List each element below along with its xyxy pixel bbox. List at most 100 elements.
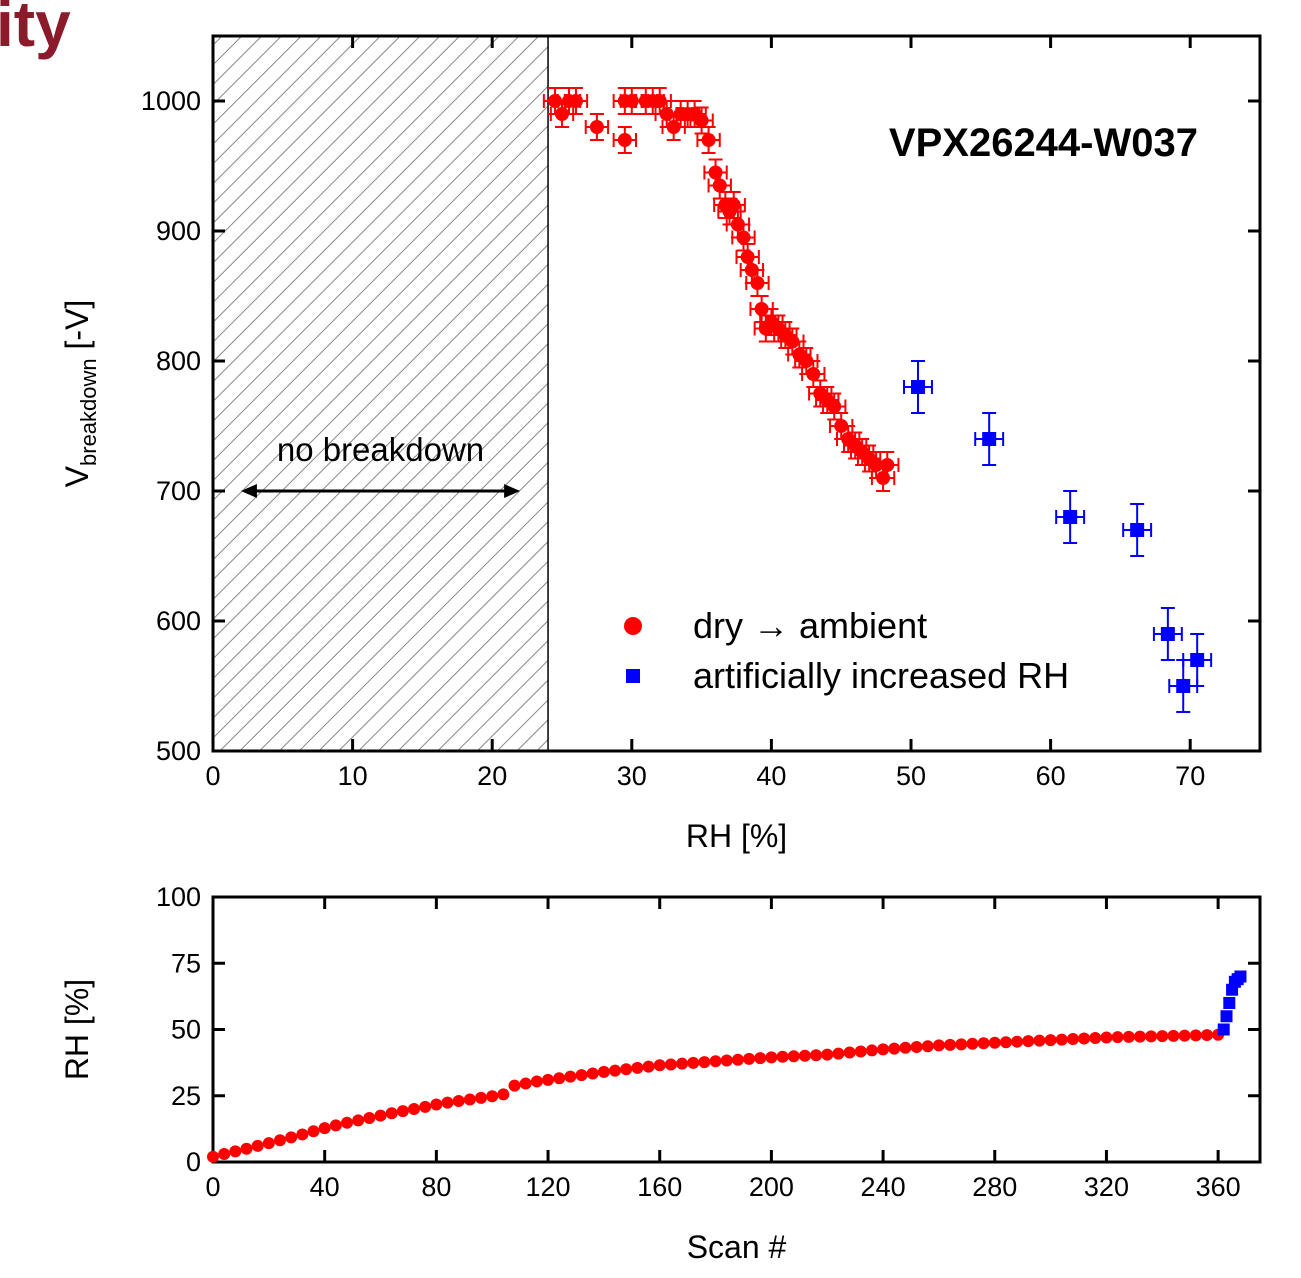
data-point — [1089, 1031, 1102, 1044]
data-point — [910, 380, 925, 394]
data-point — [1167, 1029, 1180, 1042]
x-tick-label: 80 — [421, 1172, 451, 1202]
x-tick-label: 240 — [861, 1172, 906, 1202]
data-point — [609, 1064, 622, 1077]
x-tick-label: 30 — [617, 761, 647, 791]
data-point — [564, 1070, 577, 1083]
data-point — [687, 1056, 700, 1069]
data-point — [1078, 1032, 1091, 1045]
data-point — [642, 1060, 655, 1073]
data-point — [701, 133, 716, 147]
data-point — [1220, 1010, 1233, 1023]
data-point — [810, 1049, 823, 1062]
data-point — [475, 1091, 488, 1104]
data-point — [589, 120, 604, 134]
data-point — [1055, 1033, 1068, 1046]
data-point — [1160, 627, 1175, 641]
data-point — [787, 1050, 800, 1063]
x-tick-label: 10 — [338, 761, 368, 791]
data-point — [352, 1114, 365, 1127]
y-tick-label: 900 — [156, 216, 201, 246]
data-point — [921, 1040, 934, 1053]
y-axis-label-part: [-V] — [59, 300, 95, 359]
data-point — [1145, 1030, 1158, 1043]
data-point — [251, 1139, 264, 1152]
data-point — [1063, 510, 1078, 524]
data-point — [1189, 1029, 1202, 1042]
annotation-text: no breakdown — [277, 431, 484, 468]
data-point — [430, 1098, 443, 1111]
data-point — [1066, 1033, 1079, 1046]
data-point — [880, 458, 895, 472]
data-point — [530, 1075, 543, 1088]
data-point — [955, 1038, 968, 1051]
y-tick-label: 75 — [171, 948, 201, 978]
data-point — [854, 1045, 867, 1058]
x-tick-label: 360 — [1196, 1172, 1241, 1202]
data-point — [754, 1052, 767, 1065]
data-point — [806, 367, 821, 381]
data-point — [631, 1061, 644, 1074]
data-point — [318, 1122, 331, 1135]
data-point — [575, 1069, 588, 1082]
data-point — [865, 1044, 878, 1057]
legend-label: dry → ambient — [693, 605, 927, 646]
data-point — [329, 1119, 342, 1132]
data-point — [1176, 679, 1191, 693]
data-point — [218, 1148, 231, 1161]
data-point — [1223, 997, 1236, 1009]
legend-marker — [626, 669, 640, 683]
data-point — [694, 113, 709, 128]
data-point — [750, 276, 765, 290]
data-point — [1156, 1030, 1169, 1043]
data-point — [568, 94, 583, 108]
data-point — [341, 1116, 354, 1129]
data-point — [441, 1096, 454, 1109]
x-tick-label: 20 — [477, 761, 507, 791]
x-tick-label: 60 — [1036, 761, 1066, 791]
data-point — [307, 1125, 320, 1138]
data-point — [408, 1103, 421, 1115]
data-point — [653, 1059, 666, 1072]
data-point — [486, 1090, 499, 1103]
data-point — [463, 1093, 476, 1106]
data-point — [932, 1039, 945, 1052]
data-point — [698, 1056, 711, 1069]
data-point — [396, 1105, 409, 1118]
x-tick-label: 50 — [896, 761, 926, 791]
data-point — [1133, 1030, 1146, 1043]
y-axis-label: RH [%] — [59, 979, 95, 1080]
x-tick-label: 0 — [205, 761, 220, 791]
x-tick-label: 70 — [1175, 761, 1205, 791]
data-point — [798, 1049, 811, 1062]
legend-marker — [624, 617, 642, 635]
y-tick-label: 800 — [156, 346, 201, 376]
x-axis-label: RH [%] — [686, 818, 787, 854]
data-point — [508, 1079, 521, 1092]
data-point — [617, 133, 632, 147]
data-point — [676, 1057, 689, 1070]
data-point — [1234, 970, 1247, 983]
data-point — [542, 1073, 555, 1086]
data-point — [620, 1063, 633, 1076]
data-point — [553, 1072, 566, 1085]
data-point — [754, 302, 769, 316]
data-point — [1044, 1034, 1057, 1047]
data-point — [1217, 1023, 1230, 1036]
data-point — [720, 1054, 733, 1067]
data-point — [419, 1100, 432, 1113]
data-point — [497, 1088, 510, 1101]
data-point — [966, 1037, 979, 1050]
data-point — [821, 1048, 834, 1061]
data-point — [285, 1131, 298, 1144]
sample-label: VPX26244-W037 — [889, 121, 1198, 165]
data-point — [899, 1041, 912, 1054]
data-point — [888, 1042, 901, 1055]
data-point — [1122, 1030, 1135, 1043]
y-axis-label-part: breakdown — [76, 358, 101, 466]
x-tick-label: 320 — [1084, 1172, 1129, 1202]
data-point — [743, 1052, 756, 1065]
data-point — [765, 1051, 778, 1064]
y-tick-label: 0 — [186, 1147, 201, 1177]
